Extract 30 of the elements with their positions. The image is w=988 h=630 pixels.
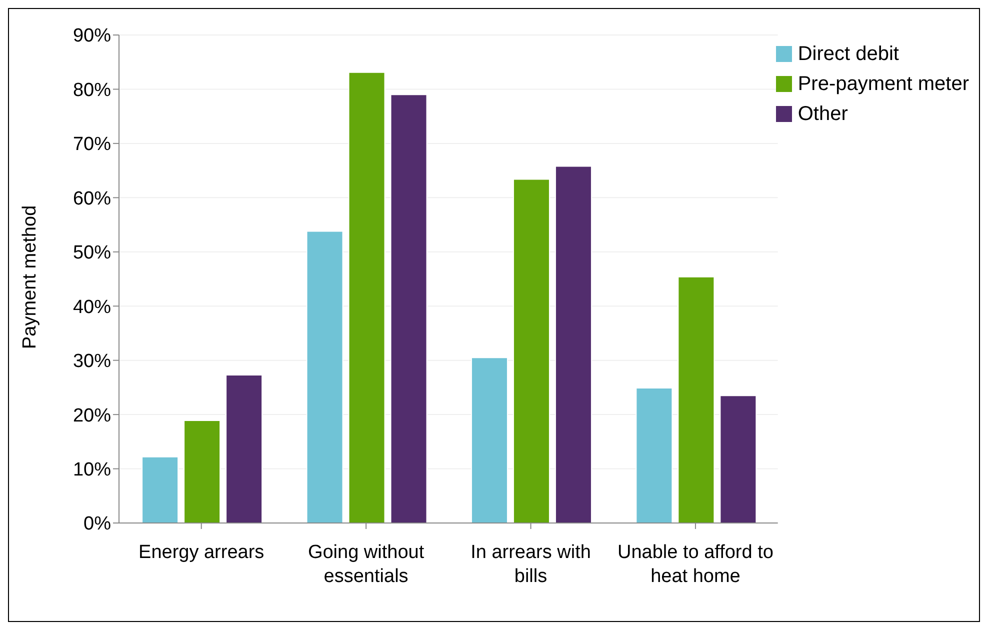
- y-tick-label: 30%: [72, 351, 112, 372]
- bar: [348, 72, 386, 523]
- x-tick-label: Going without essentials: [308, 542, 425, 587]
- bar: [142, 456, 179, 523]
- y-tick-label: 60%: [72, 188, 112, 210]
- y-axis-title: Payment method: [20, 205, 41, 349]
- x-tick-label: In arrears with bills: [470, 542, 591, 587]
- legend-label: Other: [798, 102, 848, 127]
- y-tick-label: 40%: [72, 296, 112, 318]
- bar: [720, 395, 757, 523]
- bar: [470, 357, 508, 523]
- bar: [184, 420, 221, 523]
- y-tick-label: 80%: [72, 80, 112, 101]
- bar: [512, 178, 550, 523]
- bar: [678, 276, 715, 523]
- y-tick-label: 10%: [72, 460, 112, 481]
- bar: [226, 374, 263, 523]
- bar: [554, 166, 592, 523]
- legend-label: Pre-payment meter: [798, 72, 969, 97]
- y-tick-label: 20%: [72, 405, 112, 426]
- y-tick-label: 50%: [72, 242, 112, 264]
- y-tick-label: 70%: [72, 134, 112, 156]
- x-tick-label: Energy arrears: [138, 542, 264, 563]
- y-tick-label: 0%: [84, 514, 112, 535]
- bar: [390, 94, 428, 523]
- bar: [306, 230, 344, 523]
- y-tick-label: 90%: [72, 26, 112, 47]
- x-tick-label: Unable to afford to heat home: [617, 542, 774, 587]
- bar: [636, 387, 673, 523]
- legend-label: Direct debit: [798, 42, 899, 67]
